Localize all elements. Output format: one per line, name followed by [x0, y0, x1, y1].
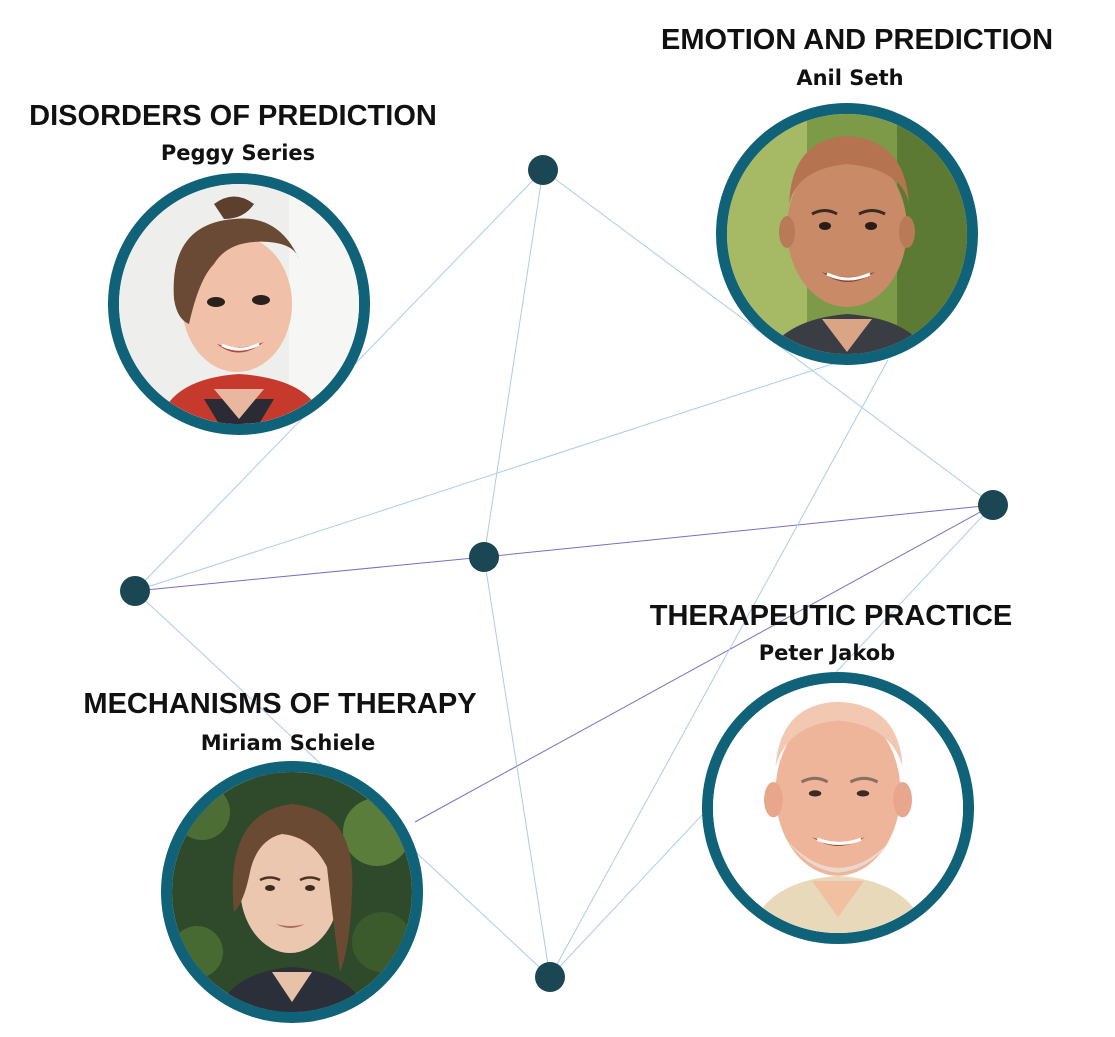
- network-edges: [134, 169, 994, 978]
- network-node: [535, 962, 565, 992]
- network-nodes: [120, 155, 1008, 992]
- network-edge: [483, 504, 994, 558]
- speaker-portrait-anil: [716, 103, 978, 365]
- session-title-therapeutic: THERAPEUTIC PRACTICE: [649, 600, 1013, 632]
- network-node: [120, 576, 150, 606]
- network-node: [528, 155, 558, 185]
- speaker-portrait-peter: [702, 672, 974, 944]
- session-title-disorders: DISORDERS OF PREDICTION: [29, 100, 437, 132]
- network-node: [469, 542, 499, 572]
- man-portrait-icon: [727, 114, 967, 354]
- network-edge: [414, 504, 994, 823]
- network-edge: [483, 556, 551, 978]
- speaker-name-miriam: Miriam Schiele: [200, 731, 376, 755]
- session-title-emotion: EMOTION AND PREDICTION: [660, 24, 1054, 56]
- network-edge: [134, 556, 485, 592]
- network-node: [978, 490, 1008, 520]
- speaker-name-peter: Peter Jakob: [758, 641, 896, 665]
- speaker-portrait-peggy: [108, 173, 370, 435]
- network-edge: [483, 169, 544, 558]
- network-edge: [134, 354, 861, 592]
- network-edge: [549, 359, 889, 978]
- speaker-portrait-miriam: [161, 761, 423, 1023]
- woman-portrait-icon: [172, 772, 412, 1012]
- woman-portrait-icon: [119, 184, 359, 424]
- speaker-name-peggy: Peggy Series: [160, 141, 316, 165]
- session-title-mechanisms: MECHANISMS OF THERAPY: [83, 688, 477, 720]
- speaker-name-anil: Anil Seth: [796, 66, 904, 90]
- man-portrait-icon: [713, 683, 963, 933]
